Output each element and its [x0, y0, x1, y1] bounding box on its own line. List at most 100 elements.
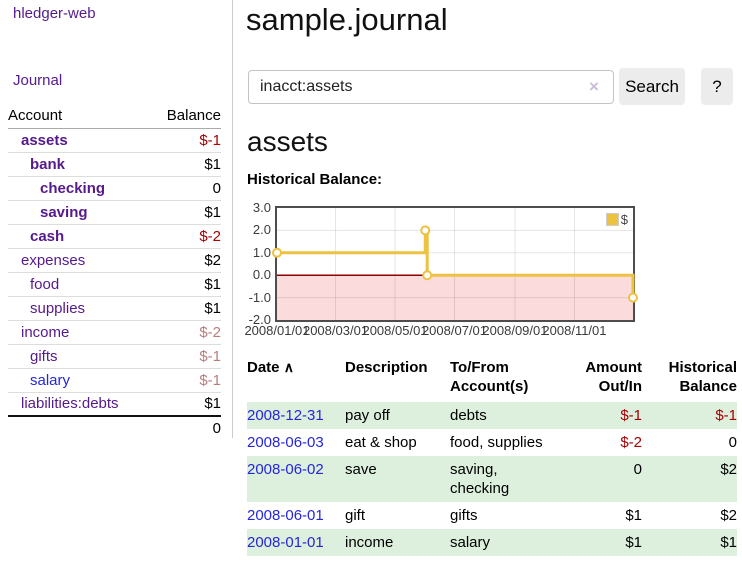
transaction-date-link[interactable]: 2008-06-03 [247, 434, 324, 451]
account-balance: $-2 [150, 319, 221, 344]
transaction-description: gift [345, 507, 366, 524]
account-link-income[interactable]: income [21, 323, 70, 341]
accounts-header-account: Account [8, 104, 151, 129]
account-link-saving[interactable]: saving [40, 203, 88, 221]
chart-legend: $ [604, 211, 629, 228]
chart-canvas [272, 208, 638, 320]
transaction-description: save [345, 456, 450, 502]
transaction-date-link[interactable]: 2008-06-01 [247, 507, 324, 524]
account-link-checking[interactable]: checking [40, 179, 106, 197]
register-panel: Date ∧ Description To/From Account(s) Am… [247, 356, 737, 556]
accounts-table: Account Balance assets $-1 bank $1 check… [8, 104, 221, 440]
account-row: expenses $2 [8, 247, 221, 272]
account-row: salary $-1 [8, 367, 221, 392]
y-axis-tick-label: 0.0 [252, 267, 271, 283]
transaction-balance: $2 [720, 507, 737, 524]
account-link-bank[interactable]: bank [30, 155, 66, 173]
transaction-description: eat & shop [345, 434, 417, 451]
account-balance: $2 [150, 247, 221, 272]
chart-title: Historical Balance: [247, 171, 383, 188]
legend-swatch-icon [605, 213, 619, 226]
help-button[interactable]: ? [701, 68, 733, 105]
transaction-amount: $-2 [620, 434, 642, 451]
account-balance: 0 [150, 175, 221, 200]
y-axis-tick-label: 1.0 [252, 244, 271, 260]
y-axis-tick-label: 2.0 [252, 222, 271, 238]
register-row: 2008-06-03 eat & shop food, supplies $-2… [247, 429, 737, 456]
accounts-panel: Account Balance assets $-1 bank $1 check… [8, 104, 221, 440]
account-link-assets[interactable]: assets [21, 131, 68, 149]
account-balance: $-2 [150, 223, 221, 248]
x-axis-tick-label: 2008/07/01 [421, 323, 488, 338]
account-link-food[interactable]: food [30, 275, 60, 293]
account-row: saving $1 [8, 199, 221, 224]
account-balance: $1 [150, 151, 221, 176]
account-link-salary[interactable]: salary [30, 371, 71, 389]
search-button[interactable]: Search [619, 68, 685, 105]
account-row: income $-2 [8, 319, 221, 344]
account-heading: assets [247, 126, 328, 157]
x-axis-tick-label: 2008/01/01 [244, 323, 310, 338]
account-link-liabilities-debts[interactable]: liabilities:debts [21, 395, 119, 413]
transaction-accounts: debts [450, 402, 550, 429]
search-input[interactable] [248, 70, 614, 104]
transaction-balance: $2 [642, 456, 737, 502]
transaction-amount: $-1 [550, 402, 642, 429]
register-row: 2008-06-01 gift gifts $1 $2 [247, 502, 737, 529]
account-row: bank $1 [8, 151, 221, 176]
header-date-label: Date [247, 359, 280, 376]
x-axis-tick-label: 2008/09/01 [482, 323, 548, 338]
search-clear-icon[interactable]: × [589, 77, 599, 96]
transaction-date-link[interactable]: 2008-06-02 [247, 461, 324, 478]
register-row: 2008-12-31 pay off debts $-1 $-1 [247, 402, 737, 429]
account-row: assets $-1 [8, 128, 221, 152]
register-row: 2008-06-02 save saving, checking 0 $2 [247, 456, 737, 502]
transaction-accounts: salary [450, 529, 550, 556]
account-balance: $1 [150, 199, 221, 224]
account-link-gifts[interactable]: gifts [30, 347, 58, 365]
legend-label: $ [620, 212, 628, 227]
transaction-amount: 0 [550, 456, 642, 502]
transaction-amount: $1 [550, 529, 642, 556]
account-balance: $1 [150, 271, 221, 296]
accounts-total-row: 0 [8, 415, 221, 440]
transaction-balance: $-1 [642, 402, 737, 429]
transaction-date-link[interactable]: 2008-12-31 [247, 407, 324, 424]
account-link-expenses[interactable]: expenses [21, 251, 86, 269]
accounts-header-balance: Balance [150, 104, 221, 129]
page-title: sample.journal [246, 2, 448, 37]
register-table: Date ∧ Description To/From Account(s) Am… [247, 356, 737, 556]
account-row: checking 0 [8, 175, 221, 200]
account-link-supplies[interactable]: supplies [30, 299, 86, 317]
transaction-balance: $1 [642, 529, 737, 556]
transaction-date-link[interactable]: 2008-01-01 [247, 534, 324, 551]
y-axis-tick-label: 3.0 [252, 200, 271, 215]
register-header-balance: Historical Balance [668, 359, 737, 395]
register-header-row: Date ∧ Description To/From Account(s) Am… [247, 356, 737, 402]
transaction-description: income [345, 529, 450, 556]
transaction-accounts: saving, checking [450, 456, 550, 502]
transaction-accounts: gifts [450, 507, 478, 524]
accounts-total-value: 0 [150, 415, 221, 440]
account-link-cash[interactable]: cash [30, 227, 65, 245]
transaction-balance: 0 [728, 434, 737, 451]
account-balance: $1 [150, 295, 221, 320]
account-row: food $1 [8, 271, 221, 296]
app-brand-link[interactable]: hledger-web [13, 5, 96, 22]
register-header-description: Description [345, 359, 428, 376]
account-balance: $-1 [150, 367, 221, 392]
account-row: liabilities:debts $1 [8, 391, 221, 416]
sort-ascending-icon: ∧ [283, 359, 294, 375]
transaction-amount: $1 [625, 507, 642, 524]
y-axis-tick-label: -2.0 [248, 312, 271, 327]
sidebar: hledger-web Journal Account Balance asse… [0, 0, 233, 440]
account-row: gifts $-1 [8, 343, 221, 368]
register-header-date[interactable]: Date ∧ [247, 356, 345, 402]
accounts-header-row: Account Balance [8, 104, 221, 129]
x-axis-tick-label: 2008/03/01 [302, 323, 369, 338]
transaction-accounts: food, supplies [450, 434, 543, 451]
register-row: 2008-01-01 income salary $1 $1 [247, 529, 737, 556]
x-axis-tick-label: 2008/11/01 [542, 323, 607, 338]
sidebar-item-journal[interactable]: Journal [13, 72, 63, 89]
